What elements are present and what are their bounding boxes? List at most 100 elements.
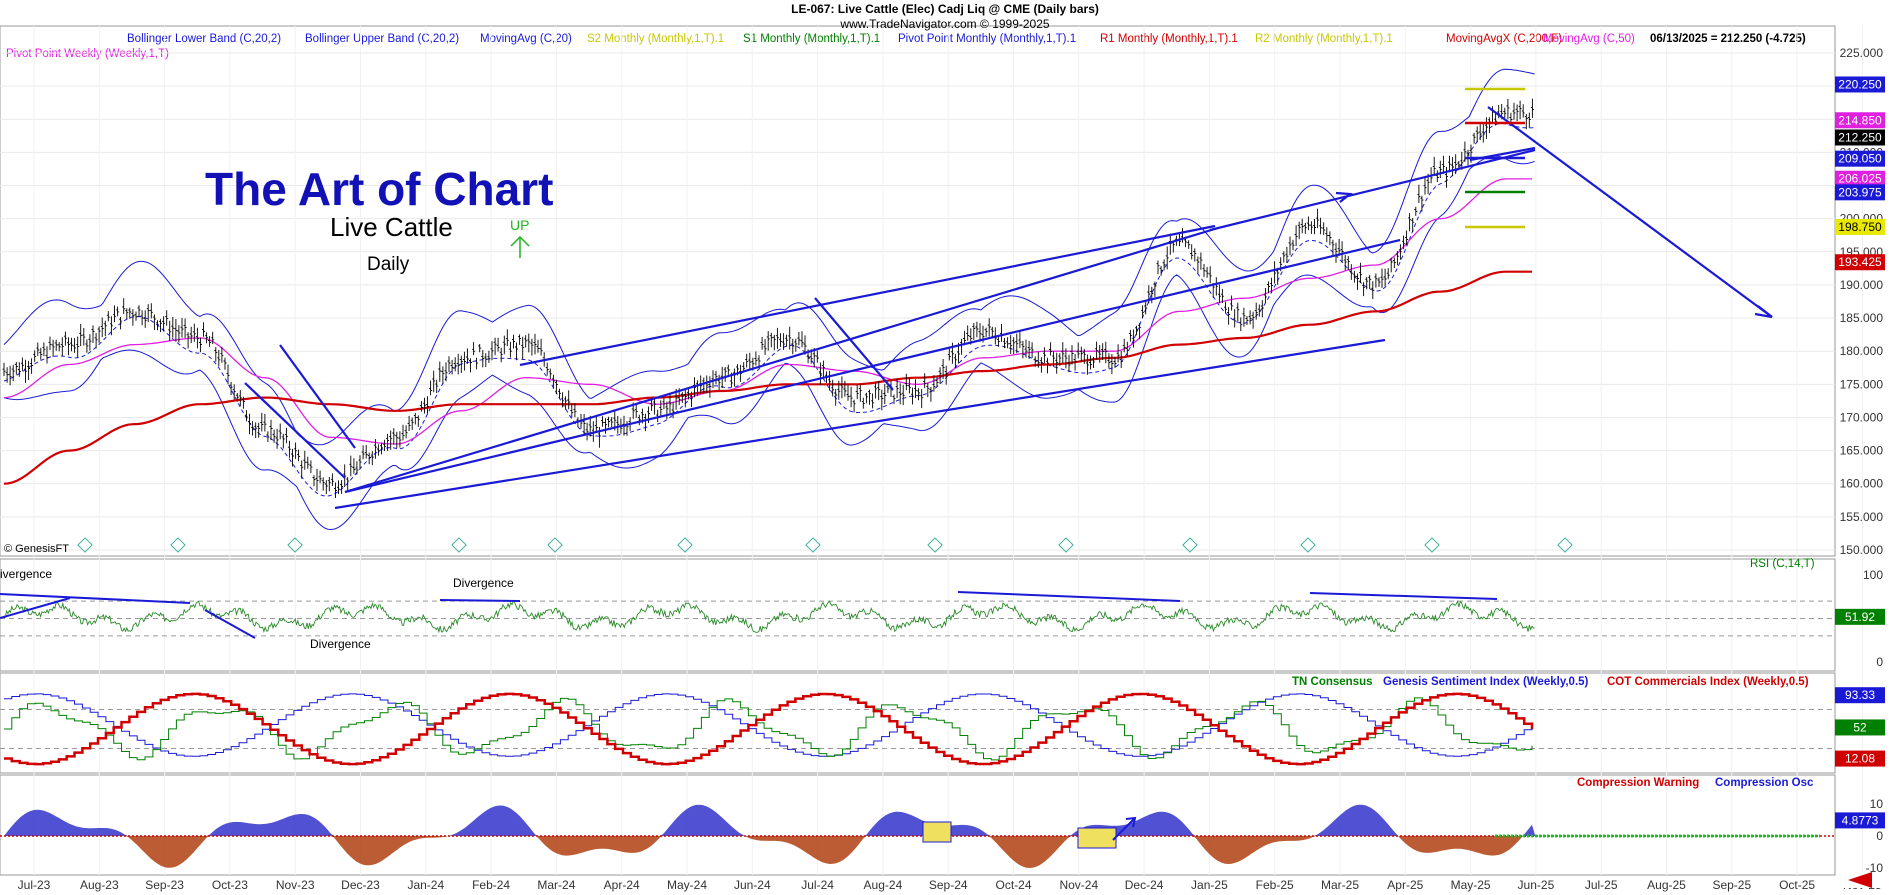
cycle-marker-icon xyxy=(287,537,303,553)
signal-label: UP xyxy=(510,217,529,233)
indicator-label: Bollinger Upper Band (C,20,2) xyxy=(305,33,459,45)
indicator-label: MovingAvg (C,50) xyxy=(1543,33,1635,45)
sentiment-legend-label: TN Consensus xyxy=(1292,676,1373,688)
rsi-tick-label: 0 xyxy=(1876,655,1883,669)
genesis-sentiment-line xyxy=(4,693,1533,757)
price-tag-value: 206.025 xyxy=(1838,172,1882,186)
date-tick-label: Oct-25 xyxy=(1779,878,1815,892)
price-tag-box xyxy=(1835,254,1885,271)
date-tick-label: Sep-25 xyxy=(1712,878,1751,892)
cycle-marker-icon xyxy=(1182,537,1198,553)
price-tag-value: 203.975 xyxy=(1838,185,1882,199)
price-tick-label: 150.000 xyxy=(1840,543,1884,557)
indicator-label: Pivot Point Monthly (Monthly,1,T).1 xyxy=(898,33,1076,45)
date-tick-label: Mar-24 xyxy=(537,878,575,892)
price-tag-box xyxy=(1835,129,1885,146)
genesis-credit: © GenesisFT xyxy=(4,543,69,555)
date-tick-label: Apr-24 xyxy=(604,878,640,892)
price-panel xyxy=(0,25,1836,557)
cycle-marker-icon xyxy=(77,537,93,553)
date-tick-label: Aug-24 xyxy=(864,878,903,892)
projection-trendline xyxy=(1487,106,1773,318)
indicator-label: R1 Monthly (Monthly,1,T).1 xyxy=(1100,33,1238,45)
price-tags: 220.250 214.850 212.250 209.050 206.025203.9… xyxy=(1835,76,1885,271)
date-tick-label: Nov-23 xyxy=(276,878,315,892)
date-tick-label: Mar-25 xyxy=(1321,878,1359,892)
indicator-label: MovingAvgX (C,200,F) xyxy=(1446,33,1562,45)
price-tick-label: 225.000 xyxy=(1840,46,1884,60)
date-tick-label: Jun-24 xyxy=(734,878,771,892)
date-tick-label: Jan-25 xyxy=(1191,878,1228,892)
price-tag-value: 198.750 xyxy=(1838,220,1882,234)
price-tick-label: 155.000 xyxy=(1840,510,1884,524)
rsi-tick-label: 100 xyxy=(1863,568,1883,582)
cot-commercials-line xyxy=(4,692,1534,766)
date-tick-label: Jan-24 xyxy=(407,878,444,892)
indicator-label: MovingAvg (C,20) xyxy=(480,33,572,45)
trendline-group xyxy=(244,106,1773,510)
chart-title: LE-067: Live Cattle (Elec) Cadj Liq @ CM… xyxy=(791,2,1099,16)
period-label: Daily xyxy=(367,254,410,275)
compression-osc-positive xyxy=(4,804,1536,836)
rsi-label: RSI (C,14,T) xyxy=(1750,558,1815,570)
rsi-divergence-line xyxy=(1309,592,1498,600)
compression-tick-label: 0 xyxy=(1876,829,1883,843)
divergence-label-2: Divergence xyxy=(453,576,514,590)
ohlc-bars xyxy=(2,98,1534,498)
sentiment-tag-box xyxy=(1835,687,1885,704)
projection-arrowhead xyxy=(1754,305,1773,319)
sentiment-panel xyxy=(0,672,1836,774)
decline-trendline-2 xyxy=(279,344,356,449)
sentiment-legend-label: COT Commercials Index (Weekly,0.5) xyxy=(1607,676,1809,688)
cycle-marker-icon xyxy=(1557,537,1573,553)
compression-highlight-box xyxy=(1077,827,1117,849)
cycle-marker-icon xyxy=(927,537,943,553)
channel-lower-trendline xyxy=(334,338,1386,510)
price-tag-box xyxy=(1835,170,1885,187)
date-tick-label: Jul-25 xyxy=(1585,878,1618,892)
sentiment-tag-box xyxy=(1835,719,1885,736)
cycle-marker-icon xyxy=(805,537,821,553)
rsi-divergence-line xyxy=(957,591,1181,602)
compression-legend-label: Compression Osc xyxy=(1715,777,1814,789)
last-value-readout: 06/13/2025 = 212.250 (-4.725) xyxy=(1650,33,1806,45)
date-tick-label: Apr-25 xyxy=(1387,878,1423,892)
indicator-label: S1 Monthly (Monthly,1,T).1 xyxy=(743,33,880,45)
date-tick-label: Sep-24 xyxy=(929,878,968,892)
decline-trendline-1 xyxy=(244,382,346,479)
headline-text: The Art of Chart xyxy=(205,163,553,215)
date-tick-label: May-24 xyxy=(667,878,707,892)
sentiment-tag-value: 52 xyxy=(1853,720,1867,734)
cycle-marker-icon xyxy=(1058,537,1074,553)
price-series-layer xyxy=(2,68,1535,531)
date-tick-label: Jul-24 xyxy=(801,878,834,892)
rsi-series: 100 0 51.92 xyxy=(0,568,1885,669)
price-tick-label: 190.000 xyxy=(1840,278,1884,292)
price-tag-value: 220.250 xyxy=(1838,77,1882,91)
market-label: Live Cattle xyxy=(330,212,453,242)
date-tick-label: Aug-23 xyxy=(80,878,119,892)
sentiment-tag-value: 93.33 xyxy=(1845,688,1875,702)
rsi-divergence-line xyxy=(0,597,71,619)
date-tick-label: Aug-25 xyxy=(1647,878,1686,892)
upper-extension-trendline xyxy=(1209,148,1536,232)
up-arrow-icon xyxy=(510,235,530,258)
cycle-marker-icon xyxy=(1424,537,1440,553)
cycle-marker-icon xyxy=(170,537,186,553)
rsi-tag-value: 51.92 xyxy=(1845,610,1875,624)
compression-tick-label: 10 xyxy=(1870,797,1884,811)
sentiment-series: 93.33 52 12.08 xyxy=(0,687,1885,767)
sentiment-legend-label: Genesis Sentiment Index (Weekly,0.5) xyxy=(1383,676,1589,688)
cycle-markers xyxy=(77,537,1573,553)
mid-arrowhead xyxy=(1335,191,1353,203)
moving-average-200 xyxy=(3,270,1532,485)
scroll-left-arrow-icon[interactable] xyxy=(1848,872,1872,888)
date-tick-label: Nov-24 xyxy=(1059,878,1098,892)
date-tick-label: Jun-25 xyxy=(1518,878,1555,892)
price-tick-label: 170.000 xyxy=(1840,410,1884,424)
pivot-weekly-label: Pivot Point Weekly (Weekly,1,T) xyxy=(6,48,169,60)
price-tick-label: 180.000 xyxy=(1840,344,1884,358)
bollinger-upper-band xyxy=(3,68,1535,446)
date-tick-label: Jul-23 xyxy=(18,878,51,892)
sentiment-tag-value: 12.08 xyxy=(1845,752,1875,766)
